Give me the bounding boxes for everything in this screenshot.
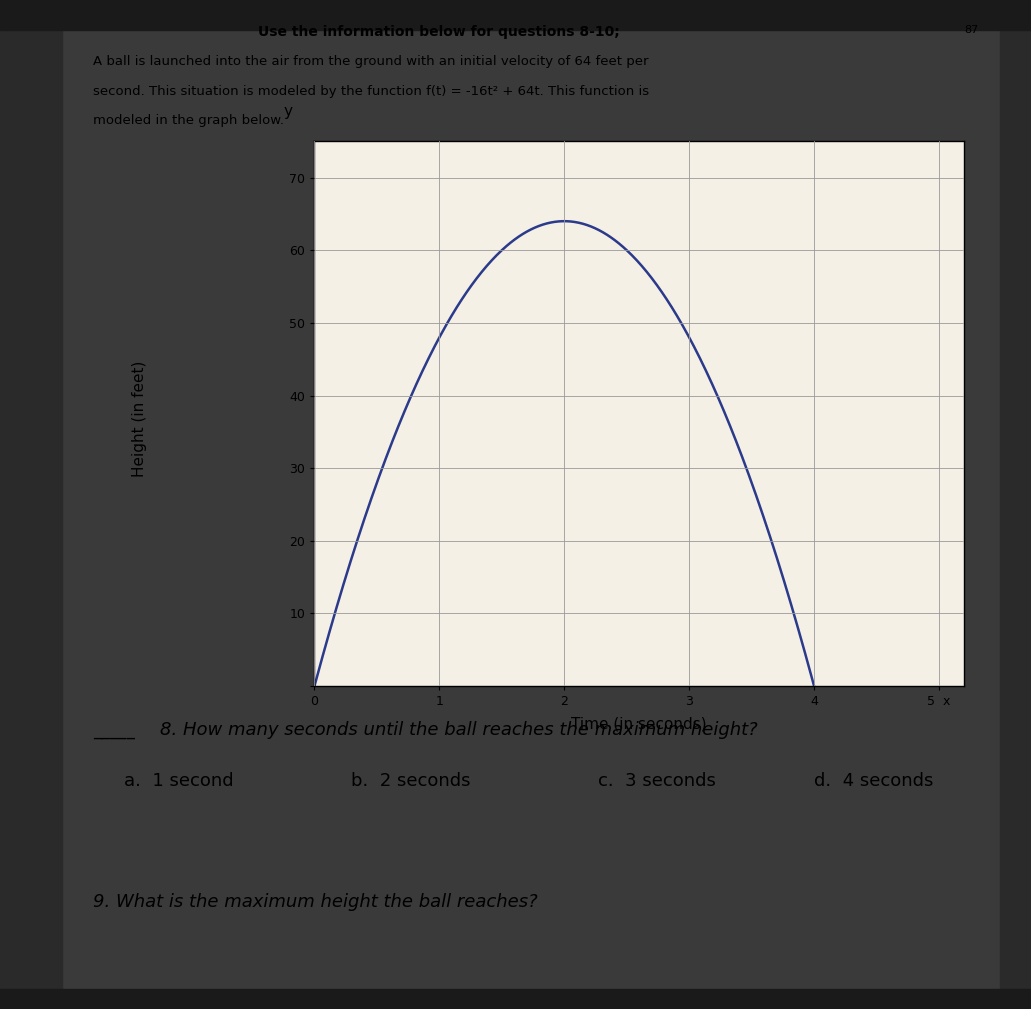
Text: A ball is launched into the air from the ground with an initial velocity of 64 f: A ball is launched into the air from the… xyxy=(93,55,648,69)
Text: c.  3 seconds: c. 3 seconds xyxy=(598,772,716,790)
Text: modeled in the graph below.: modeled in the graph below. xyxy=(93,114,284,127)
Text: a.  1 second: a. 1 second xyxy=(124,772,233,790)
Text: y: y xyxy=(284,105,293,119)
Text: Height (in feet): Height (in feet) xyxy=(132,360,146,477)
Text: 9. What is the maximum height the ball reaches?: 9. What is the maximum height the ball r… xyxy=(93,893,537,911)
Text: Use the information below for questions 8-10;: Use the information below for questions … xyxy=(258,25,620,39)
Text: 87: 87 xyxy=(964,25,978,35)
Text: _____: _____ xyxy=(93,721,135,740)
Polygon shape xyxy=(1000,0,1031,1009)
Text: b.  2 seconds: b. 2 seconds xyxy=(351,772,470,790)
Text: second. This situation is modeled by the function f(t) = -16t² + 64t. This funct: second. This situation is modeled by the… xyxy=(93,85,648,98)
Polygon shape xyxy=(0,0,1031,30)
Text: d.  4 seconds: d. 4 seconds xyxy=(814,772,934,790)
Text: 8. How many seconds until the ball reaches the maximum height?: 8. How many seconds until the ball reach… xyxy=(160,721,758,740)
X-axis label: Time (in seconds): Time (in seconds) xyxy=(571,716,707,732)
Polygon shape xyxy=(0,989,1031,1009)
Polygon shape xyxy=(0,0,62,1009)
